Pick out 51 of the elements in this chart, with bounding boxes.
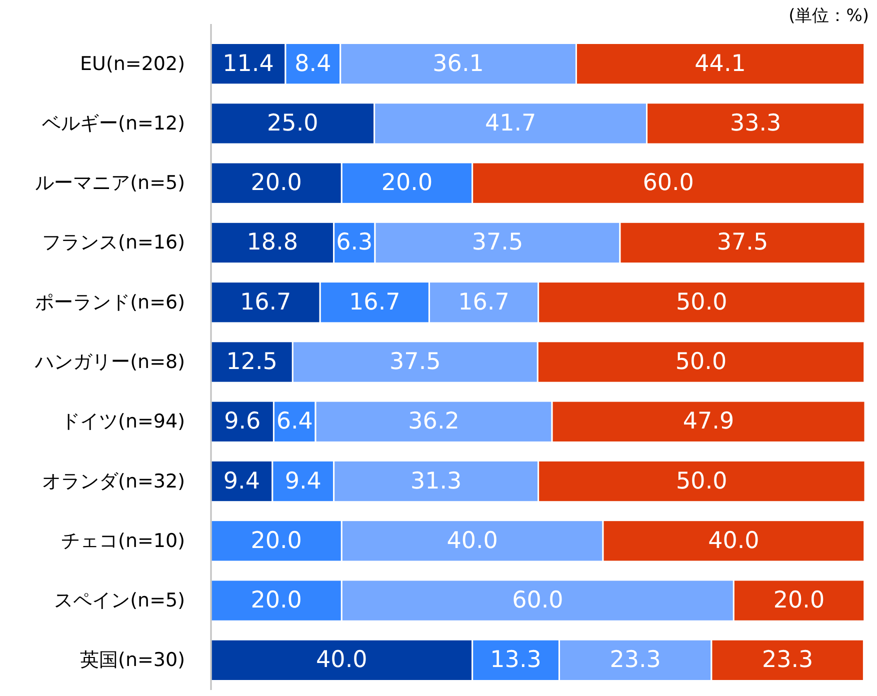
data-label: 40.0 [316, 647, 368, 674]
y-tick-label: チェコ(n=10) [61, 530, 185, 552]
y-tick-label: EU(n=202) [80, 52, 185, 75]
data-label: 60.0 [642, 170, 694, 196]
data-label: 9.4 [284, 468, 322, 494]
data-label: 23.3 [762, 647, 814, 674]
y-tick-label: ポーランド(n=6) [35, 291, 185, 314]
data-label: 25.0 [267, 110, 318, 136]
data-label: 20.0 [250, 170, 302, 196]
data-label: 50.0 [675, 349, 727, 375]
data-label: 36.2 [408, 408, 460, 435]
data-label: 18.8 [246, 230, 298, 256]
data-label: 9.4 [223, 468, 260, 494]
data-label: 20.0 [773, 588, 825, 614]
data-label: 16.7 [349, 289, 400, 316]
data-label: 40.0 [446, 528, 498, 554]
data-label: 50.0 [676, 289, 728, 316]
data-label: 8.4 [294, 50, 332, 77]
data-label: 11.4 [222, 50, 274, 77]
y-tick-label: オランダ(n=32) [42, 470, 185, 492]
data-label: 37.5 [472, 230, 524, 256]
data-label: 44.1 [694, 50, 746, 77]
data-label: 37.5 [390, 349, 441, 375]
data-label: 6.3 [336, 230, 373, 256]
data-label: 60.0 [512, 588, 564, 614]
data-label: 13.3 [490, 647, 542, 674]
y-tick-label: ドイツ(n=94) [61, 410, 185, 433]
y-tick-label: 英国(n=30) [80, 649, 185, 672]
data-label: 20.0 [250, 528, 302, 554]
data-label: 9.6 [224, 408, 261, 435]
data-label: 16.7 [240, 289, 292, 316]
data-label: 12.5 [226, 349, 278, 375]
y-tick-label: ベルギー(n=12) [42, 112, 185, 134]
data-label: 40.0 [708, 528, 760, 554]
y-tick-label: フランス(n=16) [42, 232, 185, 254]
data-label: 47.9 [682, 408, 734, 435]
y-tick-label: ハンガリー(n=8) [34, 351, 185, 373]
y-tick-label: ルーマニア(n=5) [35, 172, 185, 194]
data-label: 36.1 [432, 50, 484, 77]
annotation: (単位：%) [788, 6, 869, 26]
y-tick-label: スペイン(n=5) [54, 590, 185, 612]
data-label: 20.0 [381, 170, 433, 196]
data-label: 16.7 [458, 289, 510, 316]
data-label: 6.4 [276, 408, 313, 435]
data-label: 41.7 [484, 110, 536, 136]
data-label: 33.3 [730, 110, 782, 136]
data-label: 50.0 [676, 468, 728, 494]
data-label: 37.5 [716, 230, 768, 256]
data-label: 20.0 [250, 588, 302, 614]
data-label: 23.3 [610, 647, 661, 674]
data-label: 31.3 [410, 468, 462, 494]
